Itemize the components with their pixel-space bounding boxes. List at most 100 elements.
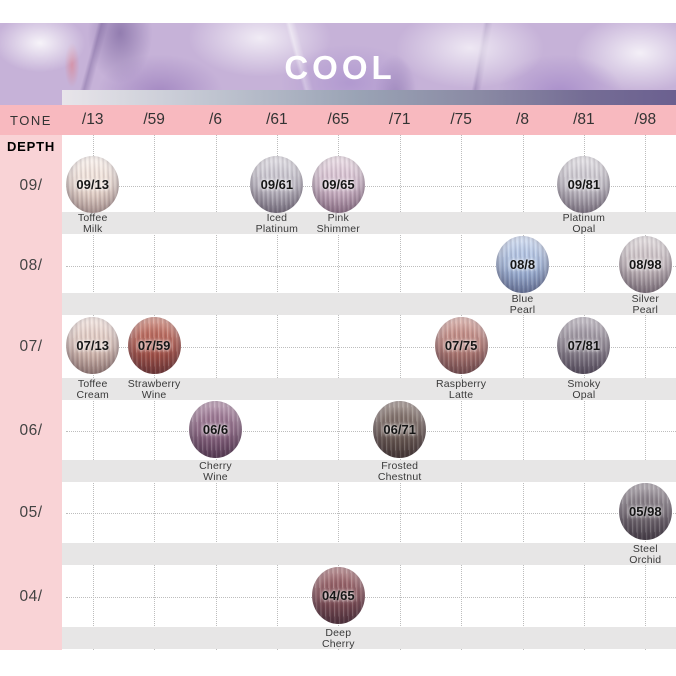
shade-name-line: Frosted — [381, 460, 419, 472]
shade-name-line: Wine — [203, 470, 228, 483]
shade-name-strip — [62, 212, 676, 234]
depth-row-label: 08/ — [19, 257, 43, 274]
shade-name: Strawberry Wine — [109, 378, 199, 400]
hair-swatch: 07/59 — [127, 316, 181, 374]
grid-hline — [66, 597, 676, 598]
swatch-code: 05/98 — [629, 503, 662, 519]
depth-column: DEPTH 09/08/07/06/05/04/ — [0, 135, 62, 650]
shade-name-line: Pink — [327, 212, 349, 224]
shade-name: Raspberry Latte — [416, 378, 506, 400]
shade-name-line: Cherry — [199, 460, 232, 472]
shade-name-line: Platinum — [562, 212, 606, 224]
depth-row-label: 06/ — [19, 422, 43, 439]
tone-value: /6 — [209, 111, 222, 128]
grid-hline — [66, 431, 676, 432]
tone-gradient-bar — [62, 90, 676, 105]
shade-grid: 09/13 Toffee Milk 09/61 Iced Platinum 09/65 Pin… — [62, 135, 676, 650]
shade-name-line: Toffee — [77, 378, 108, 390]
tone-header-label: TONE — [10, 112, 52, 128]
depth-row-label: 07/ — [19, 338, 43, 355]
swatch-code: 07/75 — [444, 337, 478, 353]
shade-name-line: Orchid — [629, 553, 662, 566]
hair-swatch: 07/13 — [66, 316, 120, 374]
hair-swatch: 09/61 — [250, 155, 304, 213]
shade-name: Steel Orchid — [600, 543, 676, 565]
shade-name-strip — [62, 378, 676, 400]
swatch-code: 08/98 — [629, 256, 662, 272]
tone-value: /75 — [450, 111, 472, 128]
hair-swatch: 08/98 — [618, 235, 672, 293]
swatch-code: 09/81 — [567, 176, 601, 192]
grid-hline — [66, 513, 676, 514]
shade-name-line: Strawberry — [127, 378, 181, 390]
swatch-code: 06/71 — [383, 421, 416, 437]
shade-name: Smoky Opal — [539, 378, 629, 400]
swatch-code: 09/13 — [76, 176, 109, 192]
shade-name-line: Raspberry — [435, 378, 487, 390]
swatch-code: 07/13 — [76, 337, 109, 353]
grid-hline — [66, 186, 676, 187]
shade-name-line: Deep — [325, 627, 352, 639]
shade-name-line: Iced — [266, 212, 288, 224]
tone-value: /65 — [327, 111, 350, 128]
swatch-code: 07/59 — [137, 337, 171, 353]
shade-name: Blue Pearl — [478, 293, 568, 315]
shade-name-line: Opal — [572, 222, 596, 235]
shade-name-line: Latte — [448, 388, 474, 401]
swatch-code: 08/8 — [509, 256, 536, 272]
shade-name: Deep Cherry — [293, 627, 383, 649]
hair-swatch: 04/65 — [311, 566, 365, 624]
page-title: COOL — [284, 49, 396, 86]
depth-header-label: DEPTH — [6, 139, 56, 154]
shade-name-line: Opal — [572, 388, 596, 401]
shade-name-line: Silver — [631, 293, 660, 305]
shade-name: Frosted Chestnut — [355, 460, 445, 482]
grid-hline — [66, 347, 676, 348]
swatch-code: 09/65 — [322, 176, 355, 192]
shade-name-strip — [62, 293, 676, 315]
depth-row-label: 09/ — [19, 177, 43, 194]
shade-name-line: Cherry — [321, 637, 355, 650]
tone-value: /13 — [81, 111, 104, 128]
tone-value: /71 — [388, 111, 411, 128]
grid-hline — [66, 266, 676, 267]
shade-name: Platinum Opal — [539, 212, 629, 234]
shade-name-strip — [62, 627, 676, 649]
hair-swatch: 07/75 — [434, 316, 488, 374]
shade-name-line: Cream — [76, 388, 109, 401]
shade-name: Toffee Cream — [48, 378, 138, 400]
swatch-code: 06/6 — [202, 421, 229, 437]
tone-value: /61 — [266, 111, 288, 128]
shade-name: Iced Platinum — [232, 212, 322, 234]
hair-swatch: 08/8 — [496, 235, 549, 293]
hair-swatch: 06/71 — [373, 400, 427, 458]
swatch-code: 07/81 — [567, 337, 601, 353]
depth-row-label: 05/ — [19, 504, 43, 521]
tone-value: /81 — [573, 111, 595, 128]
shade-name: Toffee Milk — [48, 212, 138, 234]
shade-name-line: Chestnut — [377, 470, 422, 483]
shade-name-strip — [62, 460, 676, 482]
hair-swatch: 05/98 — [618, 482, 672, 540]
hair-swatch: 09/81 — [557, 155, 611, 213]
shade-name-line: Steel — [632, 543, 658, 555]
swatch-code: 04/65 — [322, 587, 355, 603]
shade-name-strip — [62, 543, 676, 565]
tone-header-row: TONE /13/59/6/61/65/71/75/8/81/98 — [0, 105, 676, 135]
tone-value: /8 — [516, 111, 529, 128]
shade-name-line: Shimmer — [316, 222, 360, 235]
shade-name: Silver Pearl — [600, 293, 676, 315]
shade-name-line: Smoky — [567, 378, 601, 390]
tone-value: /59 — [143, 111, 165, 128]
hair-swatch: 09/65 — [311, 155, 365, 213]
shade-name-line: Pearl — [509, 303, 536, 316]
top-white-strip — [0, 0, 676, 23]
shade-name-line: Toffee — [77, 212, 108, 224]
swatch-code: 09/61 — [260, 176, 294, 192]
tone-value: /98 — [634, 111, 657, 128]
shade-name: Pink Shimmer — [293, 212, 383, 234]
hair-swatch: 06/6 — [189, 400, 242, 458]
shade-name-line: Wine — [141, 388, 167, 401]
shade-name-line: Pearl — [632, 303, 659, 316]
